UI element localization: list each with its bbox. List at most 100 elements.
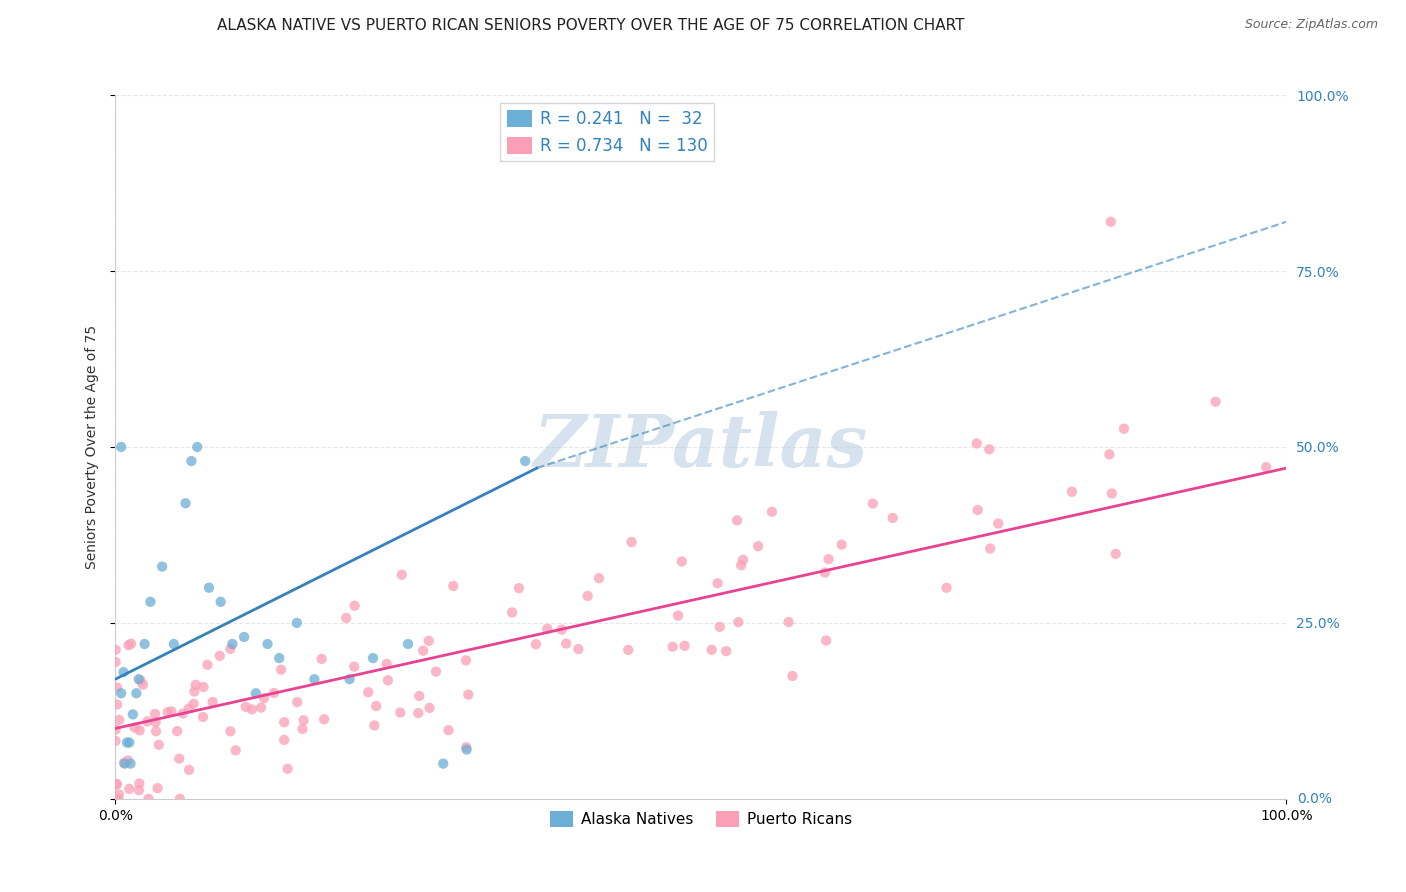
- Point: [357, 685, 380, 699]
- Point: [219, 641, 242, 656]
- Point: [730, 558, 752, 573]
- Point: [105, 681, 128, 695]
- Point: [117, 754, 139, 768]
- Point: [115, 735, 138, 749]
- Point: [183, 684, 205, 698]
- Point: [551, 623, 574, 637]
- Point: [201, 695, 224, 709]
- Point: [138, 792, 160, 806]
- Point: [225, 743, 247, 757]
- Point: [671, 554, 693, 568]
- Point: [862, 497, 884, 511]
- Point: [132, 678, 155, 692]
- Point: [169, 792, 191, 806]
- Point: [270, 663, 292, 677]
- Legend: Alaska Natives, Puerto Ricans: Alaska Natives, Puerto Ricans: [544, 805, 858, 833]
- Point: [197, 657, 219, 672]
- Point: [146, 781, 169, 796]
- Point: [163, 637, 186, 651]
- Point: [191, 710, 214, 724]
- Point: [747, 539, 769, 553]
- Point: [253, 691, 276, 706]
- Point: [441, 579, 464, 593]
- Point: [706, 576, 728, 591]
- Point: [209, 595, 232, 609]
- Point: [125, 686, 148, 700]
- Point: [389, 706, 412, 720]
- Text: 0.0%: 0.0%: [1298, 792, 1333, 805]
- Point: [782, 669, 804, 683]
- Point: [979, 442, 1001, 457]
- Point: [110, 686, 132, 700]
- Point: [120, 637, 142, 651]
- Point: [219, 724, 242, 739]
- Point: [186, 440, 208, 454]
- Point: [104, 642, 127, 657]
- Point: [576, 589, 599, 603]
- Point: [343, 659, 366, 673]
- Point: [588, 571, 610, 585]
- Point: [180, 454, 202, 468]
- Point: [285, 695, 308, 709]
- Point: [814, 566, 837, 580]
- Point: [366, 698, 388, 713]
- Point: [456, 742, 478, 756]
- Point: [233, 630, 256, 644]
- Point: [245, 686, 267, 700]
- Point: [733, 553, 755, 567]
- Point: [277, 762, 299, 776]
- Point: [817, 552, 839, 566]
- Point: [555, 636, 578, 650]
- Point: [108, 713, 131, 727]
- Point: [339, 672, 361, 686]
- Point: [1256, 460, 1278, 475]
- Point: [831, 538, 853, 552]
- Point: [396, 637, 419, 651]
- Point: [120, 756, 142, 771]
- Point: [167, 752, 190, 766]
- Point: [114, 756, 136, 771]
- Point: [778, 615, 800, 629]
- Point: [666, 608, 689, 623]
- Point: [292, 713, 315, 727]
- Point: [335, 611, 357, 625]
- Point: [311, 652, 333, 666]
- Point: [105, 777, 128, 791]
- Point: [363, 718, 385, 732]
- Point: [172, 706, 194, 721]
- Point: [240, 702, 263, 716]
- Point: [128, 723, 150, 738]
- Point: [107, 792, 129, 806]
- Point: [145, 724, 167, 739]
- Point: [285, 615, 308, 630]
- Point: [709, 620, 731, 634]
- Point: [412, 643, 434, 657]
- Point: [174, 496, 197, 510]
- Point: [515, 454, 537, 468]
- Point: [620, 535, 643, 549]
- Point: [110, 440, 132, 454]
- Point: [105, 777, 128, 791]
- Point: [375, 657, 398, 671]
- Point: [700, 642, 723, 657]
- Point: [134, 637, 156, 651]
- Point: [177, 701, 200, 715]
- Point: [177, 763, 200, 777]
- Point: [108, 788, 131, 802]
- Point: [198, 581, 221, 595]
- Point: [104, 734, 127, 748]
- Y-axis label: Seniors Poverty Over the Age of 75: Seniors Poverty Over the Age of 75: [86, 325, 100, 569]
- Point: [235, 699, 257, 714]
- Point: [304, 672, 326, 686]
- Point: [536, 622, 558, 636]
- Point: [128, 776, 150, 790]
- Point: [273, 715, 295, 730]
- Point: [112, 665, 135, 680]
- Point: [456, 740, 478, 755]
- Point: [432, 756, 454, 771]
- Point: [725, 513, 748, 527]
- Point: [1105, 547, 1128, 561]
- Point: [118, 735, 141, 749]
- Point: [104, 723, 127, 737]
- Point: [815, 633, 838, 648]
